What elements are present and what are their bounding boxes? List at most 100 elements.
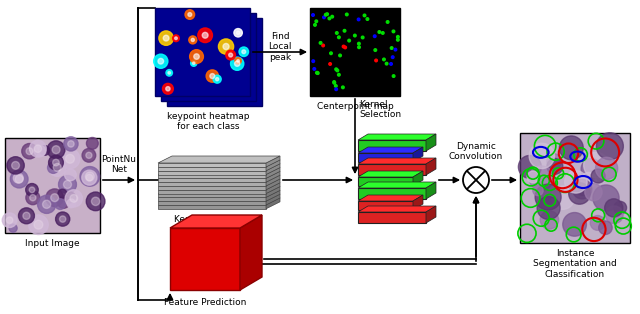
Bar xyxy=(170,228,240,290)
Circle shape xyxy=(80,166,100,186)
Circle shape xyxy=(390,63,392,65)
Circle shape xyxy=(614,201,627,214)
Circle shape xyxy=(68,141,74,147)
Circle shape xyxy=(383,58,385,61)
Circle shape xyxy=(392,75,395,77)
Circle shape xyxy=(3,213,17,228)
Circle shape xyxy=(58,176,76,193)
Circle shape xyxy=(598,221,612,235)
Circle shape xyxy=(463,167,489,193)
Bar xyxy=(158,201,266,205)
Circle shape xyxy=(194,54,199,59)
Circle shape xyxy=(324,14,327,16)
Circle shape xyxy=(344,46,346,49)
Bar xyxy=(158,190,266,194)
Circle shape xyxy=(58,189,67,198)
Circle shape xyxy=(191,60,197,66)
Circle shape xyxy=(158,58,164,64)
Polygon shape xyxy=(240,215,262,290)
Circle shape xyxy=(53,163,61,171)
Circle shape xyxy=(166,70,172,76)
Circle shape xyxy=(193,62,195,64)
Polygon shape xyxy=(266,194,280,205)
Polygon shape xyxy=(266,171,280,182)
Circle shape xyxy=(234,29,243,37)
Circle shape xyxy=(206,70,218,82)
Circle shape xyxy=(198,28,212,43)
Circle shape xyxy=(40,146,50,155)
Circle shape xyxy=(326,13,328,15)
Polygon shape xyxy=(426,182,436,199)
Bar xyxy=(158,193,266,198)
Bar xyxy=(158,174,266,178)
Circle shape xyxy=(9,224,17,232)
Circle shape xyxy=(572,179,592,199)
Circle shape xyxy=(236,31,240,35)
Circle shape xyxy=(188,13,192,16)
Bar xyxy=(520,133,630,243)
Circle shape xyxy=(313,68,316,70)
Circle shape xyxy=(387,21,389,23)
Polygon shape xyxy=(413,171,423,186)
Circle shape xyxy=(381,32,384,34)
Bar xyxy=(158,171,266,175)
Circle shape xyxy=(26,191,40,205)
Circle shape xyxy=(390,47,393,49)
Circle shape xyxy=(85,172,94,181)
Circle shape xyxy=(375,59,378,62)
Circle shape xyxy=(559,136,583,160)
Circle shape xyxy=(322,44,324,47)
Bar xyxy=(358,153,413,162)
Polygon shape xyxy=(426,158,436,175)
Circle shape xyxy=(166,87,170,91)
Polygon shape xyxy=(358,195,423,201)
Polygon shape xyxy=(158,156,280,163)
Circle shape xyxy=(564,171,587,193)
Circle shape xyxy=(373,35,376,38)
Circle shape xyxy=(335,85,337,87)
Polygon shape xyxy=(266,198,280,209)
Circle shape xyxy=(385,62,388,65)
Circle shape xyxy=(86,138,98,149)
Circle shape xyxy=(60,149,80,169)
Polygon shape xyxy=(358,158,436,164)
Polygon shape xyxy=(266,164,280,175)
Circle shape xyxy=(228,53,232,57)
Circle shape xyxy=(335,88,337,90)
Circle shape xyxy=(581,172,596,188)
Circle shape xyxy=(7,157,24,174)
Polygon shape xyxy=(413,195,423,210)
Circle shape xyxy=(397,39,399,41)
Circle shape xyxy=(518,155,541,178)
Circle shape xyxy=(392,30,395,33)
Circle shape xyxy=(12,161,19,169)
Circle shape xyxy=(358,46,360,49)
Circle shape xyxy=(596,133,623,160)
Circle shape xyxy=(342,45,345,48)
Circle shape xyxy=(82,170,97,185)
Text: Centerpoint map: Centerpoint map xyxy=(317,102,394,111)
Circle shape xyxy=(55,199,65,209)
Circle shape xyxy=(605,206,623,224)
Circle shape xyxy=(64,137,78,151)
Circle shape xyxy=(42,200,51,208)
Circle shape xyxy=(223,43,229,50)
Circle shape xyxy=(374,49,376,51)
Polygon shape xyxy=(170,215,262,228)
Circle shape xyxy=(335,32,338,34)
Circle shape xyxy=(173,35,179,42)
Polygon shape xyxy=(266,183,280,194)
Circle shape xyxy=(336,69,339,72)
Polygon shape xyxy=(358,147,423,153)
Bar xyxy=(358,201,413,210)
Text: Input Image: Input Image xyxy=(25,239,80,248)
Circle shape xyxy=(529,143,554,169)
Circle shape xyxy=(49,155,63,170)
Circle shape xyxy=(34,145,45,157)
Circle shape xyxy=(92,197,100,206)
Circle shape xyxy=(29,215,48,235)
Circle shape xyxy=(527,171,539,183)
Circle shape xyxy=(397,35,399,38)
Polygon shape xyxy=(358,171,423,177)
Circle shape xyxy=(56,212,70,226)
